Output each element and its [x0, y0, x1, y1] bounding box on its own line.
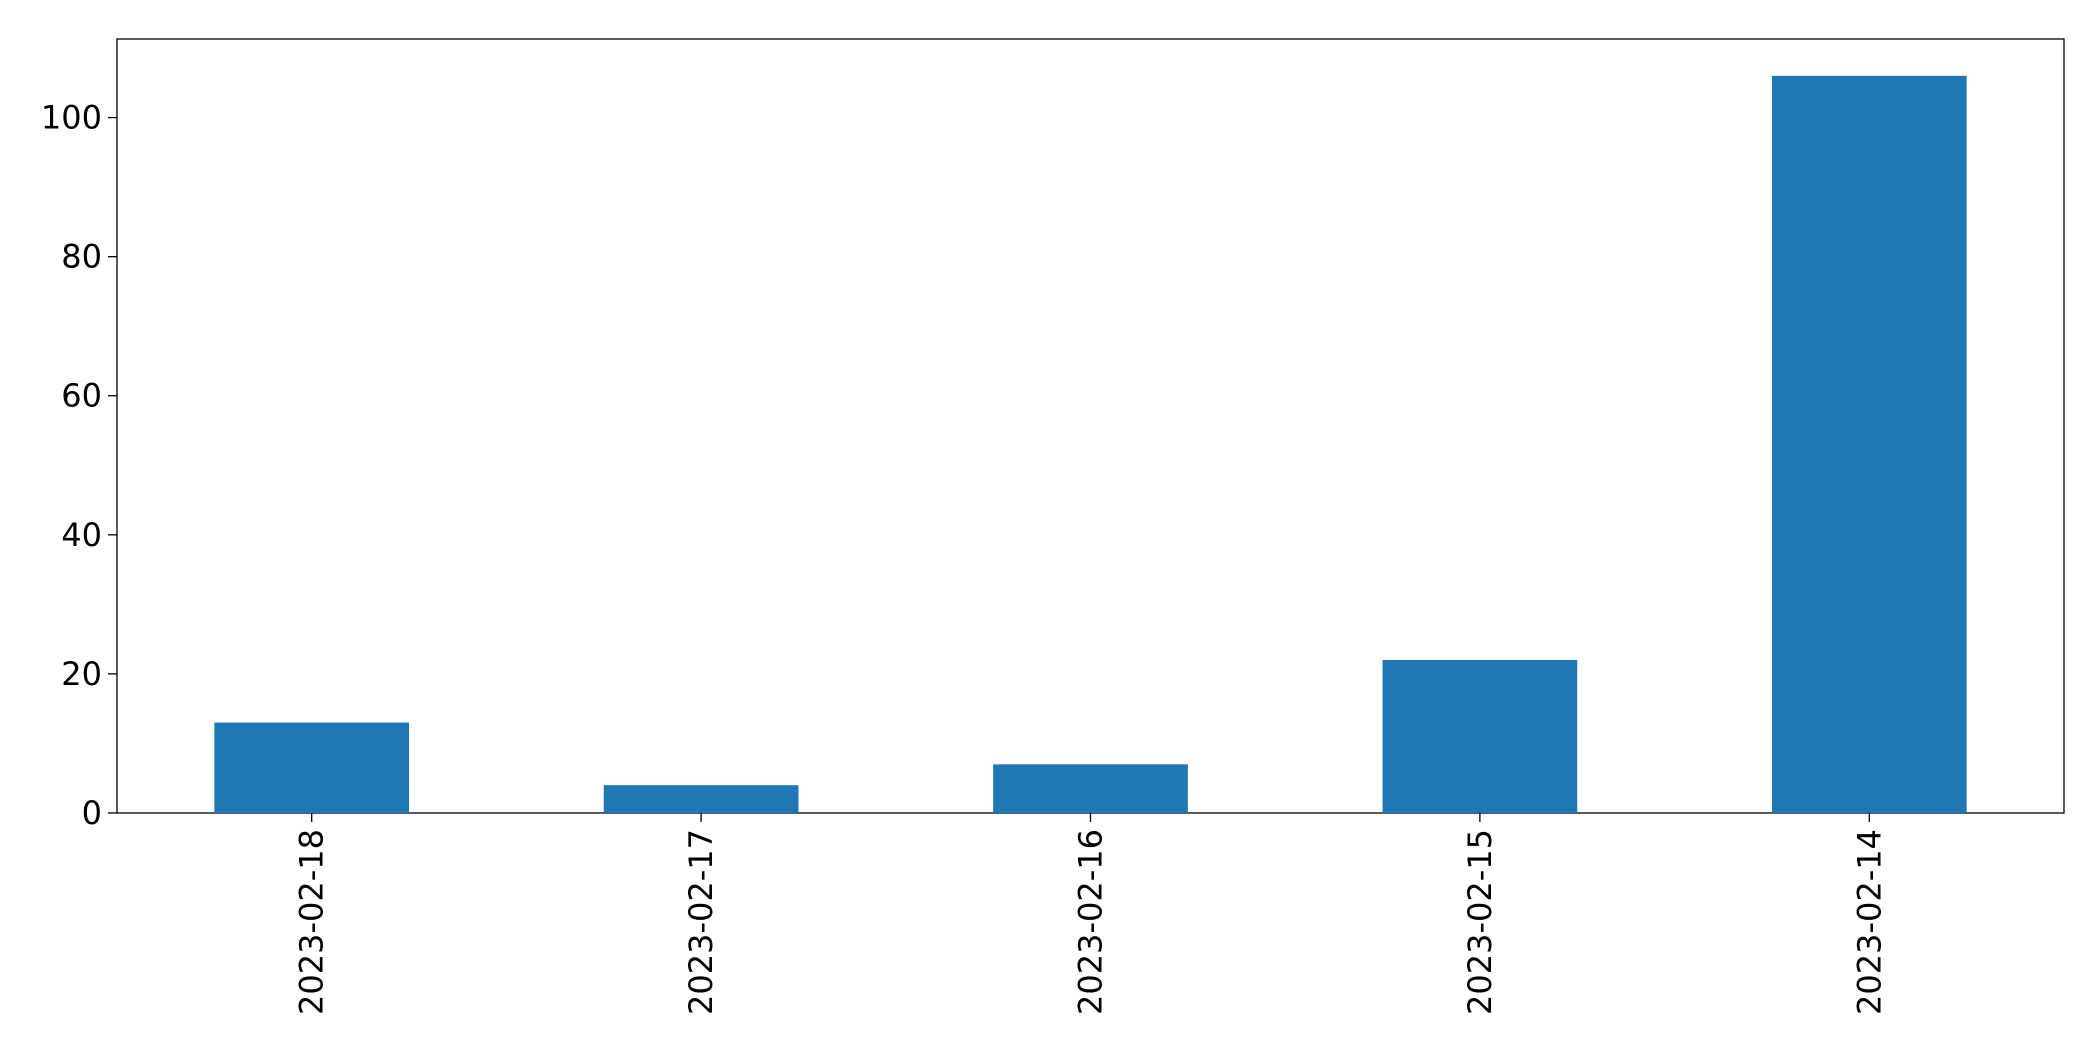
- bar: [603, 785, 799, 813]
- bar: [214, 722, 410, 813]
- x-tick-label: 2023-02-18: [293, 829, 331, 1015]
- y-tick-label: 40: [61, 516, 102, 554]
- x-tick-label: 2023-02-17: [682, 829, 720, 1015]
- x-tick-label: 2023-02-15: [1461, 829, 1499, 1015]
- y-tick-label: 100: [41, 99, 102, 137]
- bar: [1771, 75, 1967, 814]
- bar: [1382, 660, 1578, 813]
- y-tick-label: 80: [61, 238, 102, 276]
- y-tick-label: 20: [61, 655, 102, 693]
- y-tick-label: 0: [82, 794, 102, 832]
- y-tick-label: 60: [61, 377, 102, 415]
- x-tick-label: 2023-02-14: [1850, 829, 1888, 1015]
- x-tick-label: 2023-02-16: [1072, 829, 1110, 1015]
- bar: [993, 764, 1188, 813]
